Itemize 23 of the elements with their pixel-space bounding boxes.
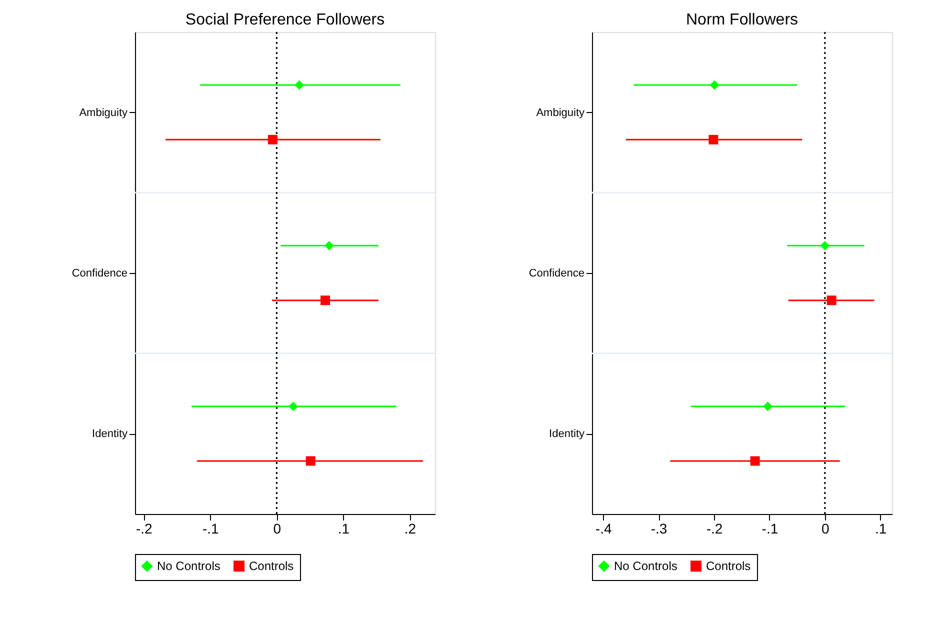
x-tick-label: 0	[273, 520, 282, 536]
y-tick-label: Confidence	[72, 268, 128, 280]
x-tick-label: 0	[822, 520, 830, 536]
x-tick-label: -.2	[706, 520, 723, 536]
y-tick-label: Confidence	[528, 268, 584, 280]
x-tick-label: -.4	[595, 520, 612, 536]
y-tick-label: Identity	[549, 428, 585, 440]
x-tick-label: .1	[875, 520, 887, 536]
chart-title: Social Preference Followers	[185, 11, 385, 28]
x-tick-label: -.2	[136, 520, 153, 536]
x-tick-label: -.1	[202, 520, 220, 536]
y-tick-label: Identity	[92, 428, 128, 440]
legend-label: Controls	[249, 559, 294, 574]
legend-label: No Controls	[614, 559, 678, 574]
chart-title: Norm Followers	[686, 11, 798, 28]
legend-label: No Controls	[157, 559, 220, 574]
x-tick-label: .1	[338, 520, 350, 536]
x-tick-label: -.1	[762, 520, 778, 536]
x-tick-label: -.3	[650, 520, 668, 536]
y-tick-label: Ambiguity	[536, 106, 585, 119]
y-tick-label: Ambiguity	[79, 106, 128, 119]
x-tick-label: .2	[404, 520, 416, 536]
legend-label: Controls	[706, 559, 751, 574]
